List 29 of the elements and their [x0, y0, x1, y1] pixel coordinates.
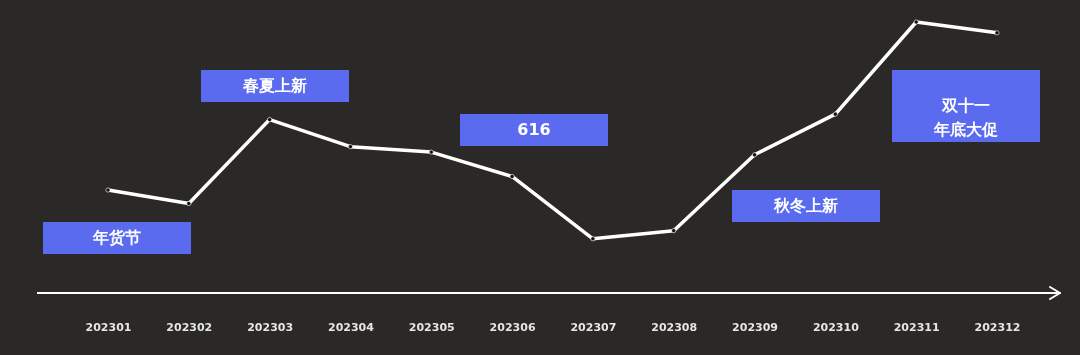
point: [186, 201, 192, 206]
x-tick-label: 202308: [651, 320, 698, 334]
x-tick-label: 202311: [893, 320, 940, 334]
point: [509, 174, 515, 179]
point: [428, 149, 434, 155]
x-tick-label: 202302: [166, 320, 213, 334]
annotation: 616: [517, 120, 551, 139]
annotation: 春夏上新: [242, 76, 307, 95]
x-tick-label: 202307: [570, 320, 617, 334]
annotation: 秋冬上新: [773, 196, 838, 215]
x-tick-label: 202309: [732, 320, 779, 334]
point: [671, 228, 677, 234]
point: [105, 187, 111, 193]
annotation: 年货节: [92, 228, 141, 247]
annotation: 双十一年底大促: [933, 96, 998, 139]
x-tick-label: 202304: [327, 320, 375, 334]
point: [994, 30, 1000, 36]
point: [348, 144, 353, 150]
point: [752, 152, 757, 158]
point: [913, 19, 919, 25]
point: [267, 117, 273, 122]
x-tick-label: 202301: [85, 320, 132, 334]
x-tick-label: 202312: [974, 320, 1021, 334]
point: [832, 111, 838, 117]
point: [590, 236, 596, 242]
x-tick-label: 202306: [489, 320, 536, 334]
x-tick-label: 202310: [812, 320, 860, 334]
x-tick-label: 202303: [247, 320, 294, 334]
x-tick-label: 202305: [408, 320, 455, 334]
